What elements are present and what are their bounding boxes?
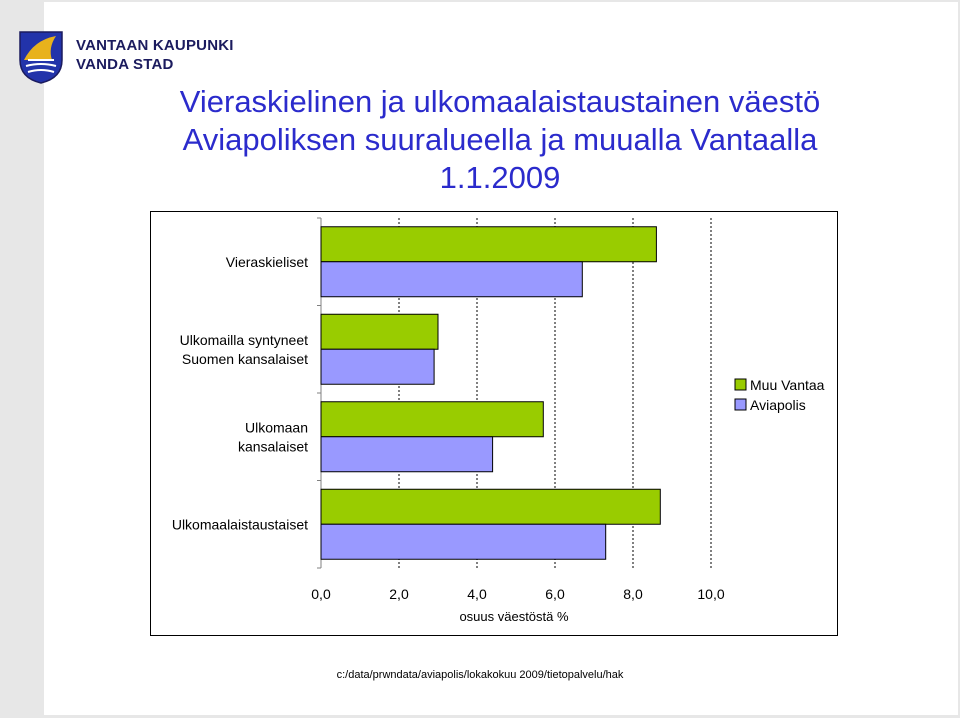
bar-muu-vantaa (320, 401, 544, 438)
x-tick-label: 8,0 (623, 586, 643, 602)
title-line-3: 1.1.2009 (439, 160, 561, 195)
category-label: Ulkomaalaistaustaiset (172, 516, 308, 532)
legend-swatch (734, 398, 747, 411)
x-tick-label: 4,0 (467, 586, 487, 602)
category-label: Vieraskieliset (226, 254, 308, 270)
brand-name: VANTAAN KAUPUNKI VANDA STAD (76, 36, 234, 74)
legend-swatch (734, 378, 747, 391)
slide-frame-bottom (44, 715, 960, 718)
x-tick-label: 6,0 (545, 586, 565, 602)
legend-label: Muu Vantaa (750, 377, 825, 393)
x-axis-label: osuus väestöstä % (459, 609, 569, 624)
bar-muu-vantaa (320, 488, 661, 525)
title-line-1: Vieraskielinen ja ulkomaalaistaustainen … (179, 84, 821, 119)
category-label: kansalaiset (238, 438, 308, 454)
brand-line-1: VANTAAN KAUPUNKI (76, 37, 234, 54)
slide-frame-left (0, 0, 44, 718)
legend-box (732, 376, 834, 418)
slide-title: Vieraskielinen ja ulkomaalaistaustainen … (100, 83, 900, 197)
slide-frame-right (958, 0, 960, 718)
x-tick-label: 0,0 (311, 586, 331, 602)
brand-line-2: VANDA STAD (76, 56, 174, 73)
vantaa-crest-logo (19, 31, 63, 84)
x-tick-label: 10,0 (697, 586, 724, 602)
bar-aviapolis (320, 523, 607, 560)
bar-aviapolis (320, 436, 494, 473)
x-tick-label: 2,0 (389, 586, 409, 602)
bar-aviapolis (320, 348, 435, 385)
legend-label: Aviapolis (750, 397, 806, 413)
bar-muu-vantaa (320, 226, 657, 263)
category-label: Ulkomailla syntyneet (180, 332, 308, 348)
file-path-footer: c:/data/prwndata/aviapolis/lokakokuu 200… (336, 669, 624, 681)
slide-frame-top (44, 0, 960, 2)
bar-muu-vantaa (320, 313, 439, 350)
category-label: Ulkomaan (245, 419, 308, 435)
title-line-2: Aviapoliksen suuralueella ja muualla Van… (182, 122, 818, 157)
category-label: Suomen kansalaiset (182, 351, 308, 367)
bar-aviapolis (320, 261, 583, 298)
